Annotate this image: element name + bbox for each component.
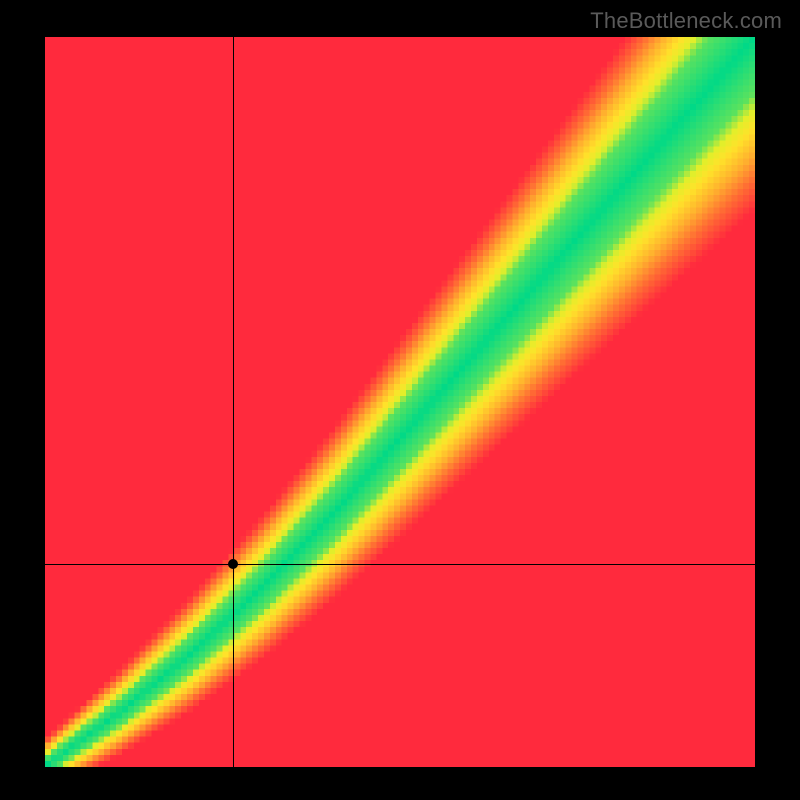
- crosshair-marker-dot: [228, 559, 238, 569]
- crosshair-vertical: [233, 37, 234, 767]
- watermark-text: TheBottleneck.com: [590, 8, 782, 34]
- heatmap-plot-area: [45, 37, 755, 767]
- heatmap-canvas: [45, 37, 755, 767]
- crosshair-horizontal: [45, 564, 755, 565]
